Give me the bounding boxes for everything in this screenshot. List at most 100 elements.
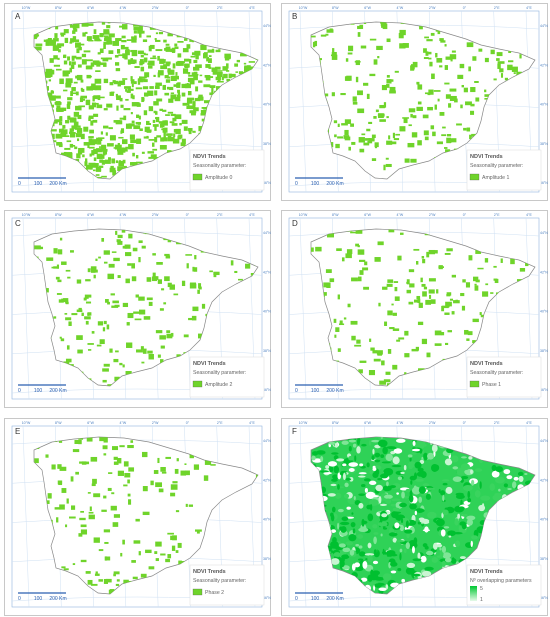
patch (143, 92, 149, 97)
patch (330, 483, 337, 487)
longitude-label: 0° (463, 421, 467, 425)
patch (180, 470, 187, 476)
patch (92, 478, 97, 484)
patch (517, 471, 524, 476)
patch (343, 493, 350, 499)
legend-subtitle: Seasonality parameter: (470, 163, 523, 169)
patch (339, 323, 345, 326)
patch (444, 252, 451, 255)
patch (167, 69, 175, 75)
patch (103, 43, 106, 49)
patch (122, 539, 125, 545)
patch (136, 114, 140, 118)
patch (187, 72, 191, 75)
patch (141, 76, 147, 79)
patch (192, 101, 196, 107)
patch (368, 370, 376, 376)
patch (418, 302, 423, 308)
patch (494, 476, 505, 484)
patch (171, 47, 176, 53)
patch (87, 579, 93, 585)
patch (373, 116, 377, 119)
patch (494, 278, 499, 284)
patch (155, 116, 160, 123)
latitude-label: 36°N (540, 388, 548, 392)
patch (93, 148, 98, 155)
patch (408, 269, 415, 273)
patch (499, 68, 504, 73)
patch (366, 93, 370, 100)
patch (359, 259, 366, 262)
patch (358, 551, 366, 557)
patch (88, 136, 94, 139)
patch (397, 476, 403, 481)
patch (394, 70, 399, 73)
patch (408, 301, 414, 305)
longitude-label: 2°W (152, 213, 159, 217)
patch (358, 527, 369, 532)
patch (108, 263, 115, 268)
patch (475, 249, 482, 254)
patch (238, 71, 244, 75)
patch (60, 32, 66, 36)
patch (92, 163, 99, 168)
patch (143, 110, 148, 116)
patch (77, 349, 83, 354)
patch (120, 552, 123, 557)
patch (449, 95, 457, 101)
patch (130, 79, 135, 84)
patch (361, 133, 366, 136)
patch (377, 241, 384, 246)
patch (371, 134, 376, 139)
patch (63, 54, 67, 59)
patch (234, 63, 239, 67)
patch (172, 138, 180, 144)
patch (331, 51, 337, 56)
patch (130, 112, 133, 115)
patch (357, 249, 365, 255)
patch (392, 456, 400, 465)
patch (55, 133, 63, 139)
patch (138, 115, 141, 120)
patch (101, 22, 106, 25)
patch (70, 25, 75, 28)
longitude-label: 8°W (332, 421, 339, 425)
patch (329, 465, 334, 473)
longitude-label: 10°W (22, 6, 31, 10)
patch (331, 452, 339, 455)
patch (491, 464, 497, 472)
patch (122, 364, 125, 368)
patch (417, 552, 421, 560)
patch (445, 486, 453, 494)
patch (182, 102, 190, 106)
patch (474, 81, 479, 83)
patch (382, 485, 392, 492)
patch (79, 97, 84, 103)
patch (500, 73, 504, 78)
patch (86, 164, 93, 170)
patch (113, 257, 120, 262)
patch (103, 320, 107, 325)
patch (407, 454, 413, 458)
patch (182, 68, 189, 74)
patch (67, 97, 73, 101)
patch (118, 136, 124, 139)
patch (158, 121, 165, 124)
patch (108, 50, 114, 54)
patch (93, 537, 100, 543)
patch (97, 140, 102, 145)
patch (66, 345, 70, 350)
patch (468, 456, 473, 460)
patch (392, 537, 397, 543)
patch (371, 455, 375, 461)
scale-label: 100 (34, 596, 43, 602)
patch (328, 441, 336, 445)
latitude-label: 44°N (540, 439, 548, 443)
patch (60, 338, 65, 342)
patch (57, 249, 63, 255)
patch (120, 128, 125, 134)
patch (372, 448, 375, 455)
patch (448, 103, 452, 108)
patch (399, 126, 406, 132)
patch (342, 565, 350, 570)
